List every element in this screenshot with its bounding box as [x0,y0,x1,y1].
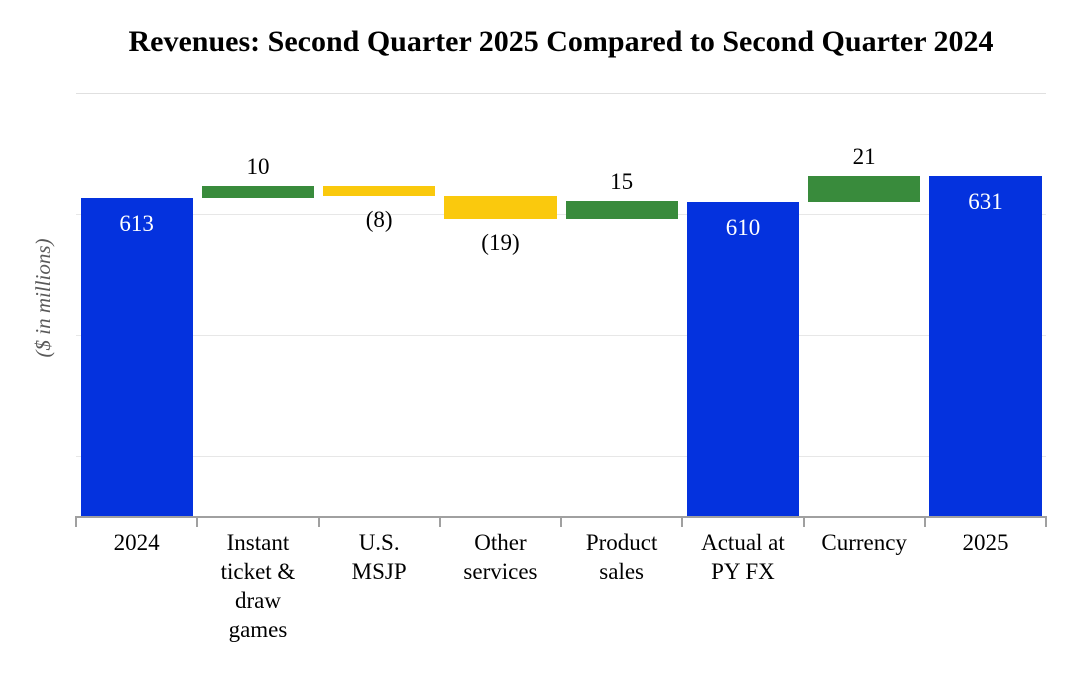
x-axis-category-label-2024: 2024 [113,530,160,555]
x-axis-category-label-2025: 2025 [962,530,1009,555]
x-axis-category-label-instant-ticket-draw-games: Instant ticket & draw games [220,530,296,642]
x-axis-tick [560,516,562,527]
bar-value-label-u-s-msjp: (8) [365,206,393,232]
waterfall-bar-u-s-msjp [323,186,436,196]
x-axis-tick [196,516,199,527]
x-axis-category-label-currency: Currency [821,530,907,555]
chart-title: Revenues: Second Quarter 2025 Compared t… [128,25,994,58]
x-axis-tick [1045,516,1047,527]
gridline-600 [76,213,1046,215]
waterfall-bar-2024 [80,198,193,516]
x-axis-tick [438,516,441,527]
waterfall-bar-other-services [444,195,557,219]
x-axis-category-label-actual-at-py-fx: Actual at PY FX [701,530,785,584]
gridline-700 [76,93,1046,94]
x-axis-tick [681,516,684,527]
x-axis-tick [802,516,805,527]
bar-value-label-other-services: (19) [481,229,520,255]
bar-value-label-product-sales: 15 [610,168,634,194]
waterfall-bar-2025 [929,176,1042,516]
x-axis-tick [317,516,320,527]
x-axis-category-label-product-sales: Product sales [585,530,658,584]
gridline-500 [76,334,1046,336]
x-axis-category-label-u-s-msjp: U.S. MSJP [351,530,407,584]
bar-value-label-2024: 613 [119,211,154,237]
waterfall-bar-actual-at-py-fx [686,201,800,516]
waterfall-bar-currency [808,176,921,202]
waterfall-bar-product-sales [565,200,678,219]
waterfall-bar-instant-ticket-draw-games [201,186,315,199]
bar-value-label-2025: 631 [968,189,1003,215]
gridline-400 [76,455,1046,457]
bar-value-label-actual-at-py-fx: 610 [725,214,761,240]
bar-value-label-instant-ticket-draw-games: 10 [246,154,270,180]
x-axis-category-label-other-services: Other services [463,530,538,584]
x-axis-tick [75,516,77,527]
x-axis-tick [923,516,926,527]
bar-value-label-currency: 21 [852,144,876,170]
